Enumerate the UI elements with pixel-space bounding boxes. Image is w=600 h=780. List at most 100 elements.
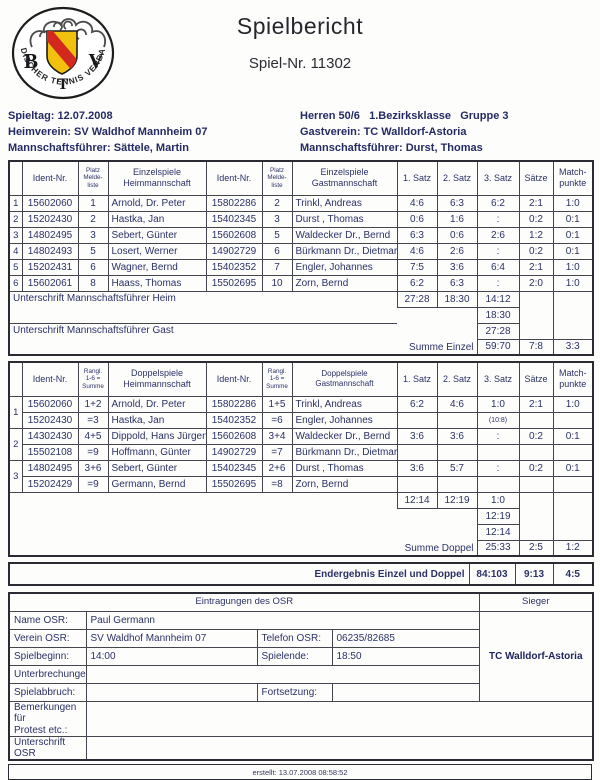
cell-player-home: Wagner, Bernd <box>107 258 207 276</box>
cell-platz-home: 2 <box>77 210 109 228</box>
cell-set2: 4:6 <box>436 395 478 413</box>
doubles-row-line1: 2 14302430 4+5 Dippold, Hans Jürgen 1560… <box>8 427 594 461</box>
col-set1: 1. Satz <box>396 160 438 196</box>
singles-sum-row-3: Unterschrift Mannschaftsführer Gast 27:2… <box>9 322 593 340</box>
cell-ident-guest: 15402345 <box>205 459 263 477</box>
singles-sum-row-1: Unterschrift Mannschaftsführer Heim 27:2… <box>9 290 593 324</box>
col-ident-guest: Ident-Nr. <box>205 160 263 196</box>
singles-sum-set2: 18:30 <box>436 290 478 308</box>
cell-rank-home: 4+5 <box>77 427 109 445</box>
cell-rank-home: 3+6 <box>77 459 109 477</box>
cell-player-home-2: Germann, Bernd <box>107 475 207 493</box>
col-set3: 3. Satz <box>476 361 520 397</box>
cell-platz-guest: 10 <box>261 274 293 292</box>
cell-set3: 2:6 <box>476 226 520 244</box>
col-matchpoints: Match- punkte <box>552 160 594 196</box>
final-matches: 4:5 <box>552 562 594 586</box>
cell-rank-guest-2: =8 <box>261 475 293 493</box>
cell-matchpoints: 0:1 <box>552 242 594 260</box>
col-rank-home: Rangl. 1-6 = Summe <box>77 361 109 397</box>
cell-player-guest: Zorn, Bernd <box>291 274 398 292</box>
cell-rank-home-2: =9 <box>77 475 109 493</box>
remarks-value <box>85 700 594 737</box>
cell-sets: 1:2 <box>518 226 554 244</box>
cell-set3: 6:2 <box>476 194 520 212</box>
cell-player-home: Dippold, Hans Jürgen <box>107 427 207 445</box>
cell-rank-guest: 1+5 <box>261 395 293 413</box>
cell-set3-tiebreak <box>476 443 520 461</box>
osr-remarks-row: Bemerkungen für Protest etc.: <box>8 700 594 737</box>
final-games: 84:103 <box>468 562 516 586</box>
cell-row-number: 4 <box>8 242 23 260</box>
singles-header-row: Ident-Nr. Platz Melde- liste Einzelspiel… <box>8 160 594 196</box>
doubles-total-games: 25:33 <box>476 539 520 557</box>
cell-platz-guest: 5 <box>261 226 293 244</box>
singles-row: 3 14802495 3 Sebert, Günter 15602608 5 W… <box>8 226 594 244</box>
col-platz-home: Platz Melde- liste <box>77 160 109 196</box>
singles-row: 6 15602061 8 Haass, Thomas 15502695 10 Z… <box>8 274 594 292</box>
doubles-total-matches: 1:2 <box>552 539 594 557</box>
cell-ident-home: 14302430 <box>21 427 79 445</box>
osr-abort-row: Spielabbruch: Fortsetzung: <box>8 682 593 702</box>
osr-name-value: Paul Germann <box>85 610 480 630</box>
cell-player-guest-2: Bürkmann Dr., Dietmar <box>291 443 398 461</box>
abort-label: Spielabbruch: <box>8 682 87 702</box>
guest-club: Gastverein: TC Walldorf-Astoria <box>300 126 467 138</box>
singles-row: 1 15602060 1 Arnold, Dr. Peter 15802286 … <box>8 194 594 212</box>
continuation-value <box>331 682 480 702</box>
cell-player-guest: Waldecker Dr., Bernd <box>291 226 398 244</box>
osr-phone-value: 06235/82685 <box>331 628 480 648</box>
match-info-home: Spieltag: 12.07.2008 Heimverein: SV Wald… <box>8 108 300 156</box>
cell-matchpoints: 1:0 <box>552 395 594 413</box>
cell-ident-home: 14802493 <box>21 242 79 260</box>
cell-matchpoints: 1:0 <box>552 274 594 292</box>
cell-ident-guest: 15402345 <box>205 210 263 228</box>
page-title: Spielbericht <box>236 13 364 39</box>
cell-sets: 2:1 <box>518 194 554 212</box>
cell-set1: 4:6 <box>396 194 438 212</box>
col-doubles-guest: Doppelspiele Gastmannschaft <box>291 361 398 397</box>
cell-platz-guest: 3 <box>261 210 293 228</box>
final-result-label: Endergebnis Einzel und Doppel <box>8 562 470 586</box>
guest-captain: Mannschaftsführer: Durst, Thomas <box>300 142 483 154</box>
cell-rank-guest: 2+6 <box>261 459 293 477</box>
cell-ident-guest: 15502695 <box>205 274 263 292</box>
cell-ident-guest: 15602608 <box>205 427 263 445</box>
singles-sum-set1b: 27:28 <box>476 322 520 340</box>
cell-matchpoints: 0:1 <box>552 226 594 244</box>
signature-home-label: Unterschrift Mannschaftsführer Heim <box>9 291 397 324</box>
cell-ident-home: 15202431 <box>21 258 79 276</box>
doubles-row-line1: 1 15602060 1+2 Arnold, Dr. Peter 1580228… <box>8 395 594 429</box>
cell-matchpoints: 0:1 <box>552 210 594 228</box>
singles-total-matches: 3:3 <box>552 338 594 356</box>
cell-platz-guest: 7 <box>261 258 293 276</box>
doubles-sum-set3: 1:0 <box>476 491 520 509</box>
doubles-table: Ident-Nr. Rangl. 1-6 = Summe Doppelspiel… <box>8 361 594 557</box>
doubles-row-line2: 15502108 =9 Hoffmann, Günter 14902729 =7… <box>9 443 594 461</box>
cell-sets: 0:2 <box>518 210 554 228</box>
cell-player-home: Sebert, Günter <box>107 459 207 477</box>
cell-ident-home: 15602060 <box>21 194 79 212</box>
cell-rank-home-2: =3 <box>77 411 109 429</box>
osr-signature-value <box>85 736 594 761</box>
cell-platz-home: 3 <box>77 226 109 244</box>
doubles-row-line2: 15202430 =3 Hastka, Jan 15402352 =6 Engl… <box>9 411 594 429</box>
cell-player-home: Arnold, Dr. Peter <box>107 395 207 413</box>
col-row-number <box>8 361 23 397</box>
cell-set3: : <box>476 427 520 445</box>
cell-player-home: Hastka, Jan <box>107 210 207 228</box>
cell-ident-guest-2: 15402352 <box>205 411 263 429</box>
final-sets: 9:13 <box>514 562 554 586</box>
cell-platz-home: 8 <box>77 274 109 292</box>
continuation-label: Fortsetzung: <box>256 682 333 702</box>
cell-platz-guest: 2 <box>261 194 293 212</box>
osr-section-title: Eintragungen des OSR <box>8 592 480 612</box>
cell-set1: 6:3 <box>396 226 438 244</box>
cell-set3: 1:0 <box>476 395 520 413</box>
col-ident-guest: Ident-Nr. <box>205 361 263 397</box>
col-ident-home: Ident-Nr. <box>21 361 79 397</box>
cell-matchpoints: 1:0 <box>552 194 594 212</box>
abort-value <box>85 682 258 702</box>
cell-matchpoints: 0:1 <box>552 427 594 445</box>
cell-matchpoints: 1:0 <box>552 258 594 276</box>
